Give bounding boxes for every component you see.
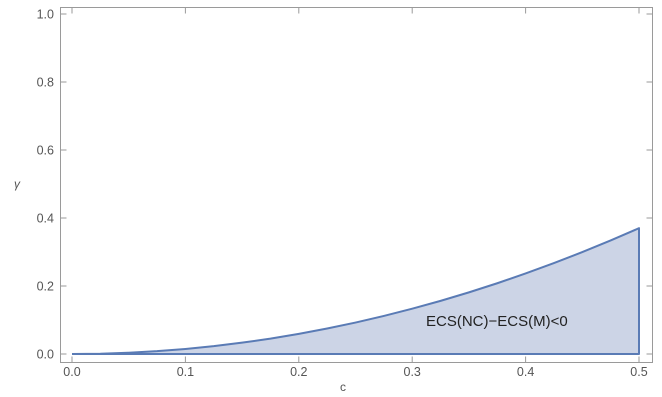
plot-frame <box>60 7 653 363</box>
y-axis-label: γ <box>14 177 21 191</box>
x-tick-label: 0.5 <box>630 365 647 379</box>
y-tick-label: 1.0 <box>37 8 54 22</box>
feasible-region <box>71 227 640 355</box>
region-boundary-line <box>71 227 640 355</box>
y-tick-label: 0.8 <box>37 76 54 90</box>
x-axis-label: c <box>340 380 346 394</box>
y-tick-label: 0.2 <box>37 280 54 294</box>
x-tick-label: 0.3 <box>404 365 421 379</box>
x-tick-label: 0.2 <box>290 365 307 379</box>
x-tick-label: 0.4 <box>517 365 534 379</box>
y-tick-label: 0.4 <box>37 212 54 226</box>
y-tick-label: 0.6 <box>37 144 54 158</box>
x-tick-label: 0.1 <box>177 365 194 379</box>
region-fill <box>72 228 639 354</box>
region-annotation: ECS(NC)−ECS(M)<0 <box>426 313 568 330</box>
x-tick-label: 0.0 <box>63 365 80 379</box>
axis-ticks: 0.0 0.1 0.2 0.3 0.4 0.5 0.0 0.2 0.4 0.6 0.8 1.0 <box>37 7 653 379</box>
y-tick-label: 0.0 <box>37 348 54 362</box>
